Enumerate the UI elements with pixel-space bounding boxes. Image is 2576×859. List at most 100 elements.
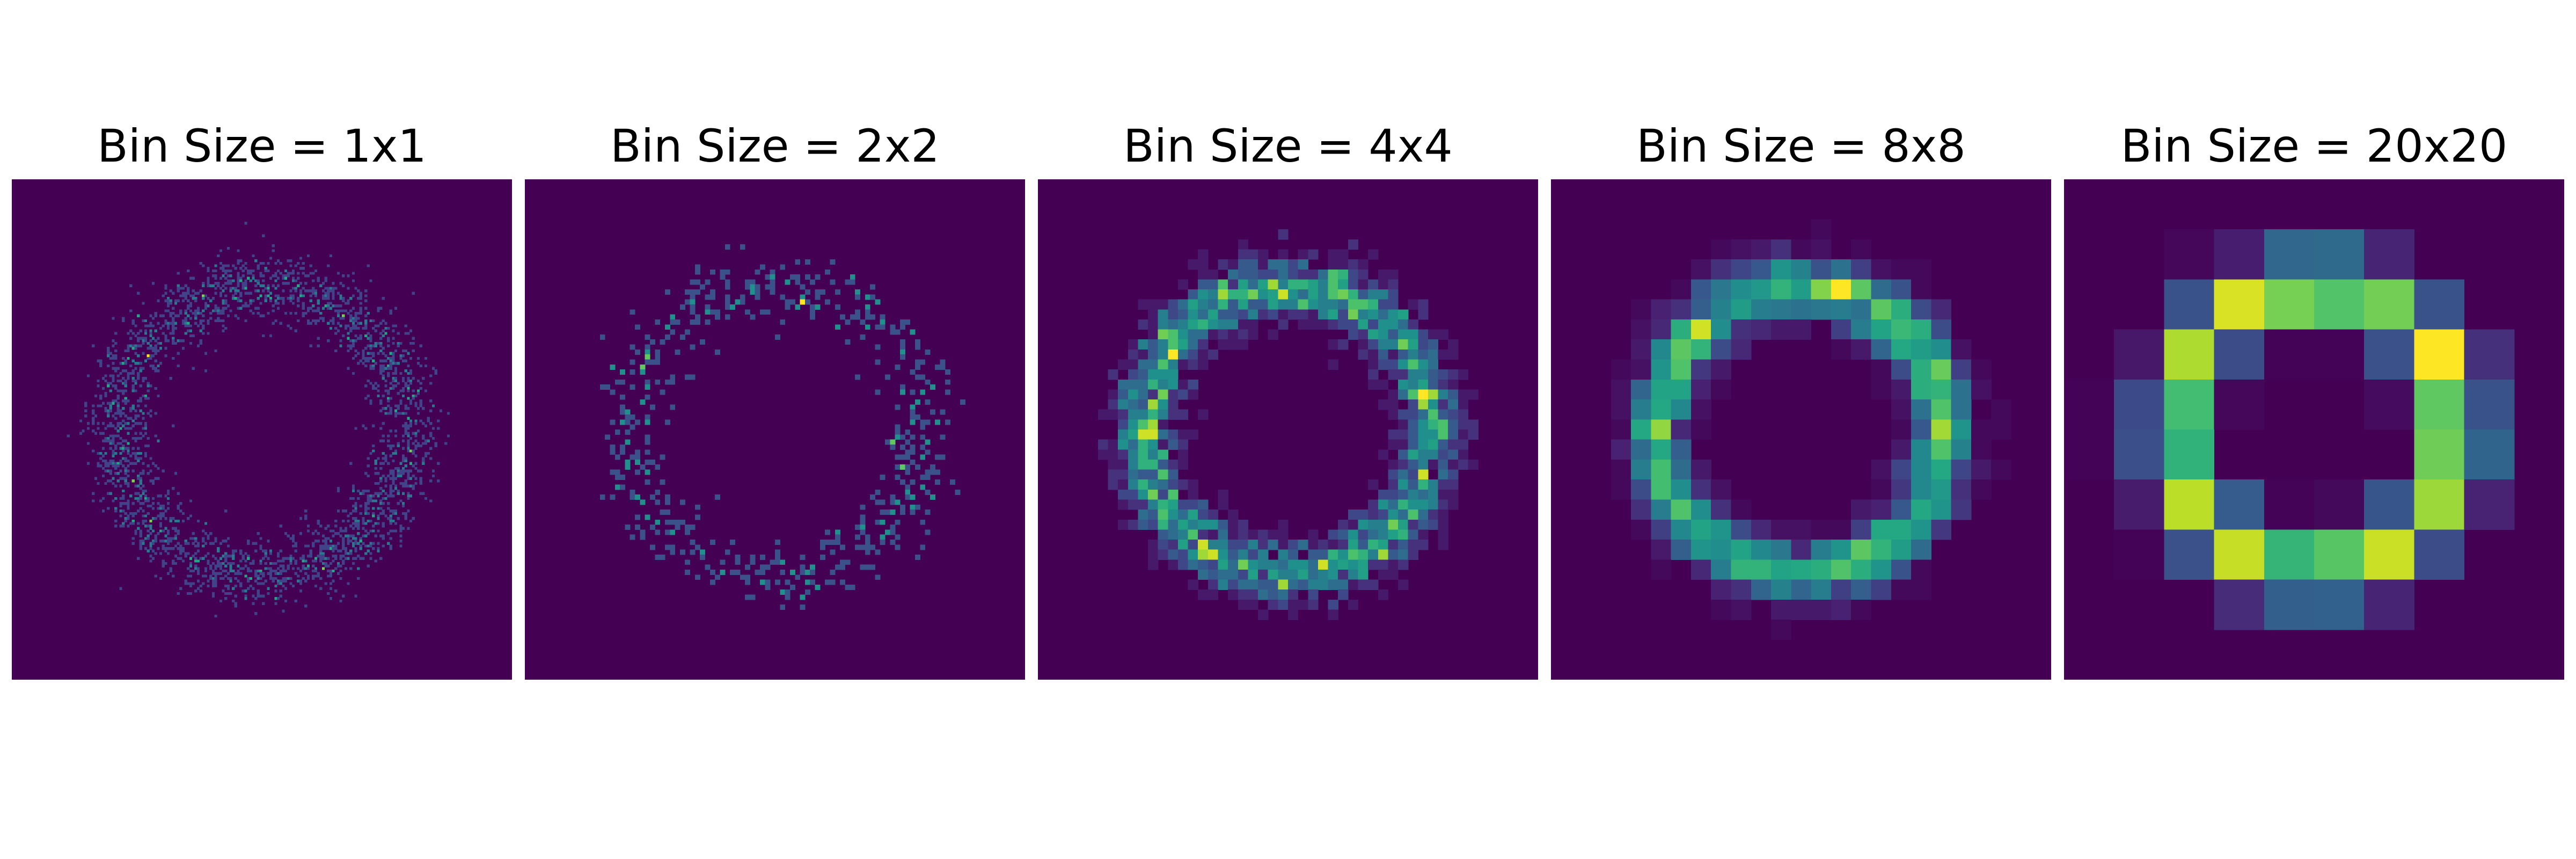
heatmap-cell — [1851, 339, 1872, 360]
heatmap-cell — [1268, 589, 1278, 600]
heatmap-cell — [1268, 540, 1278, 550]
heatmap-cell — [194, 559, 197, 563]
heatmap-cell — [284, 587, 288, 590]
heatmap-cell — [409, 419, 413, 423]
heatmap-cell — [1378, 279, 1388, 290]
heatmap-cell — [620, 394, 625, 400]
heatmap-cell — [282, 297, 285, 300]
heatmap-cell — [1398, 379, 1409, 390]
heatmap-cell — [379, 557, 383, 560]
heatmap-cell — [342, 547, 345, 550]
heatmap-cell — [332, 529, 335, 533]
heatmap-cell — [819, 555, 825, 560]
heatmap-cell — [321, 557, 325, 560]
heatmap-cell — [362, 527, 365, 530]
heatmap-cell — [299, 532, 303, 535]
heatmap-cell — [1690, 299, 1711, 320]
heatmap-cell — [267, 557, 270, 560]
heatmap-cell — [804, 579, 810, 585]
heatmap-cell — [387, 374, 390, 377]
heatmap-cell — [189, 582, 193, 585]
heatmap-cell — [1418, 379, 1429, 390]
heatmap-cell — [329, 587, 333, 590]
heatmap-cell — [407, 509, 410, 513]
heatmap-cell — [237, 299, 240, 302]
heatmap-cell — [364, 509, 368, 513]
heatmap-cell — [302, 307, 305, 310]
heatmap-cell — [614, 430, 620, 435]
heatmap-cell — [127, 347, 130, 350]
heatmap-cell — [177, 364, 180, 368]
heatmap-cell — [267, 572, 270, 575]
heatmap-cell — [382, 347, 385, 350]
heatmap-cell — [372, 352, 375, 355]
heatmap-cell — [312, 279, 315, 282]
heatmap-cell — [1931, 299, 1952, 320]
heatmap-cell — [202, 574, 205, 578]
heatmap-cell — [137, 527, 140, 530]
heatmap-cell — [357, 326, 360, 330]
heatmap-cell — [387, 372, 390, 375]
heatmap-cell — [137, 447, 140, 450]
heatmap-cell — [1428, 359, 1439, 370]
heatmap-cell — [101, 432, 105, 435]
heatmap-cell — [234, 577, 237, 580]
heatmap-cell — [715, 309, 721, 315]
heatmap-cell — [374, 462, 377, 465]
heatmap-cell — [1911, 519, 1931, 540]
heatmap-cell — [905, 469, 911, 475]
heatmap-cell — [187, 552, 190, 555]
heatmap-cell — [401, 387, 405, 390]
heatmap-cell — [780, 569, 786, 575]
heatmap-cell — [384, 379, 387, 383]
heatmap-cell — [599, 384, 605, 390]
heatmap-cell — [139, 542, 142, 545]
heatmap-cell — [392, 482, 395, 485]
heatmap-cell — [144, 452, 148, 455]
heatmap-cell — [1278, 540, 1289, 550]
heatmap-cell — [724, 269, 730, 275]
heatmap-cell — [327, 292, 330, 295]
heatmap-cell — [139, 399, 142, 403]
heatmap-cell — [765, 564, 771, 570]
heatmap-cell — [1108, 399, 1118, 410]
heatmap-cell — [650, 404, 655, 410]
heatmap-cell — [284, 577, 288, 580]
heatmap-cell — [159, 512, 163, 515]
heatmap-cell — [625, 464, 631, 470]
heatmap-cell — [804, 259, 810, 265]
heatmap-cell — [367, 379, 370, 383]
heatmap-cell — [815, 289, 821, 295]
heatmap-cell — [321, 319, 325, 323]
heatmap-cell — [925, 349, 931, 355]
heatmap-cell — [394, 324, 398, 327]
heatmap-cell — [855, 374, 861, 380]
heatmap-cell — [1671, 459, 1692, 480]
heatmap-cell — [142, 337, 145, 340]
heatmap-cell — [336, 292, 340, 295]
heatmap-cell — [114, 369, 118, 373]
heatmap-cell — [217, 307, 220, 310]
heatmap-cell — [1378, 549, 1388, 560]
heatmap-cell — [151, 364, 155, 368]
heatmap-cell — [409, 469, 413, 472]
heatmap-cell — [439, 409, 443, 412]
heatmap-cell — [1258, 299, 1269, 310]
heatmap-cell — [209, 542, 213, 545]
heatmap-cell — [895, 519, 901, 525]
heatmap-cell — [409, 356, 413, 360]
heatmap-cell — [269, 549, 273, 552]
heatmap-cell — [1651, 559, 1672, 580]
heatmap-cell — [332, 547, 335, 550]
heatmap-cell — [354, 427, 357, 430]
heatmap-cell — [219, 261, 223, 265]
heatmap-cell — [364, 534, 368, 537]
heatmap-cell — [99, 362, 103, 365]
heatmap-cell — [272, 579, 275, 583]
heatmap-cell — [865, 309, 870, 315]
heatmap-cell — [407, 377, 410, 380]
heatmap-cell — [1288, 299, 1299, 310]
heatmap-cell — [202, 314, 205, 317]
heatmap-cell — [397, 467, 400, 470]
heatmap-cell — [880, 474, 885, 480]
